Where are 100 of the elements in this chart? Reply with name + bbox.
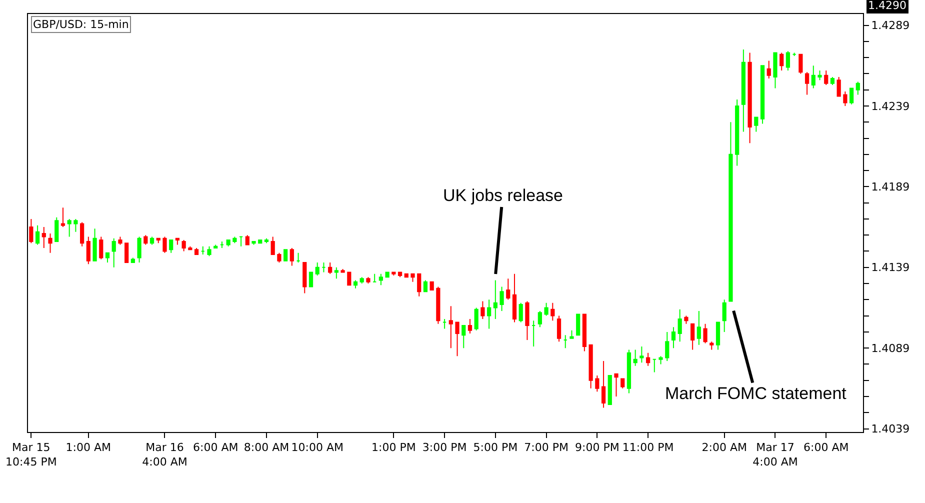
candlestick bbox=[410, 273, 415, 282]
candlestick bbox=[493, 280, 498, 320]
candlestick bbox=[378, 273, 384, 286]
candlestick bbox=[544, 302, 548, 316]
candlestick bbox=[360, 276, 364, 284]
candlestick bbox=[576, 314, 580, 336]
x-tick-label: Mar 15 10:45 PM bbox=[6, 441, 57, 468]
candlestick bbox=[512, 273, 517, 323]
candlestick bbox=[252, 241, 256, 246]
annotation: March FOMC statement bbox=[665, 384, 847, 403]
candlestick bbox=[417, 273, 422, 297]
candlestick bbox=[442, 318, 447, 330]
x-tick-label: 11:00 PM bbox=[622, 441, 674, 454]
y-tick-label: 1.4189 bbox=[871, 180, 910, 194]
candlestick bbox=[792, 52, 796, 56]
candlestick bbox=[366, 276, 370, 284]
y-tick-label: 1.4039 bbox=[871, 422, 910, 436]
x-tick-label: 1:00 PM bbox=[372, 441, 416, 454]
candlestick bbox=[105, 252, 110, 264]
candlestick bbox=[690, 323, 695, 350]
candlestick bbox=[811, 65, 816, 89]
candlestick bbox=[487, 299, 492, 330]
candlestick bbox=[710, 341, 714, 350]
x-tick-label: Mar 17 4:00 AM bbox=[752, 441, 798, 468]
candlestick bbox=[849, 88, 854, 105]
candlestick bbox=[207, 246, 212, 257]
candlestick bbox=[525, 300, 530, 341]
candlestick bbox=[595, 375, 600, 392]
candlestick bbox=[80, 222, 84, 247]
candlestick bbox=[601, 360, 606, 408]
candlestick bbox=[347, 272, 352, 286]
candlestick bbox=[29, 218, 34, 244]
x-tick-label: 6:00 AM bbox=[804, 441, 849, 454]
candlestick bbox=[112, 238, 116, 268]
candlestick bbox=[684, 315, 688, 324]
x-tick-label: 3:00 PM bbox=[422, 441, 467, 454]
candlestick bbox=[245, 234, 250, 246]
candlestick bbox=[322, 262, 326, 273]
candlestick bbox=[588, 344, 593, 389]
candlestick bbox=[735, 99, 740, 166]
candlestick bbox=[468, 318, 472, 334]
candlestick bbox=[124, 242, 129, 264]
candlestick bbox=[703, 323, 708, 344]
candlestick bbox=[182, 239, 186, 252]
candlestick bbox=[423, 280, 428, 292]
candlestick bbox=[550, 302, 555, 322]
candlestick bbox=[156, 238, 160, 244]
y-tick-label: 1.4139 bbox=[871, 261, 910, 274]
candlestick bbox=[716, 322, 720, 350]
candlestick bbox=[48, 232, 52, 254]
candlestick bbox=[290, 248, 294, 266]
candlestick bbox=[54, 216, 59, 242]
candlestick bbox=[538, 310, 542, 328]
candlestick bbox=[773, 52, 778, 89]
candlestick bbox=[67, 218, 72, 238]
candlestick bbox=[786, 50, 790, 71]
candlestick bbox=[830, 76, 835, 86]
candlestick bbox=[74, 218, 78, 232]
candlestick bbox=[652, 358, 656, 373]
candlestick bbox=[372, 273, 377, 282]
y-tick-label: 1.4239 bbox=[871, 100, 910, 113]
candlestick bbox=[137, 236, 142, 264]
chart-title: GBP/USD: 15-min bbox=[33, 18, 129, 31]
candlestick bbox=[308, 272, 314, 288]
candlestick bbox=[42, 226, 46, 249]
x-tick-label: 5:00 PM bbox=[473, 441, 518, 454]
candlestick bbox=[640, 346, 644, 364]
candlestick bbox=[741, 49, 746, 132]
candlestick bbox=[264, 238, 269, 244]
text: 1.4290 bbox=[868, 0, 906, 12]
candlestick bbox=[506, 278, 510, 300]
candlestick bbox=[130, 257, 135, 264]
candlestick bbox=[296, 252, 300, 264]
candlestick bbox=[754, 116, 758, 132]
candlestick bbox=[200, 246, 205, 255]
candlestick bbox=[748, 52, 752, 144]
candlestick bbox=[194, 248, 199, 255]
x-tick-label: 2:00 AM bbox=[702, 441, 747, 454]
candlestick bbox=[582, 314, 587, 352]
candlestick bbox=[843, 90, 848, 106]
candlestick bbox=[518, 302, 523, 323]
candlestick bbox=[678, 308, 682, 342]
candlestick bbox=[150, 236, 154, 246]
candlestick bbox=[169, 239, 174, 254]
candlestick bbox=[818, 70, 822, 81]
candlestick bbox=[398, 272, 402, 278]
candlestick bbox=[118, 236, 122, 246]
candlestick bbox=[99, 236, 104, 260]
candlestick bbox=[302, 262, 307, 294]
candlestick bbox=[455, 322, 460, 357]
candlestick bbox=[760, 65, 765, 124]
candlestick bbox=[328, 262, 332, 274]
candlestick bbox=[270, 236, 275, 255]
candlestick bbox=[220, 241, 224, 249]
candlestick bbox=[334, 266, 338, 280]
candlestick bbox=[315, 262, 320, 276]
candlestick bbox=[340, 268, 345, 273]
candlestick bbox=[570, 330, 574, 339]
candlestick bbox=[722, 299, 726, 332]
x-tick-label: 10:00 AM bbox=[291, 441, 344, 454]
